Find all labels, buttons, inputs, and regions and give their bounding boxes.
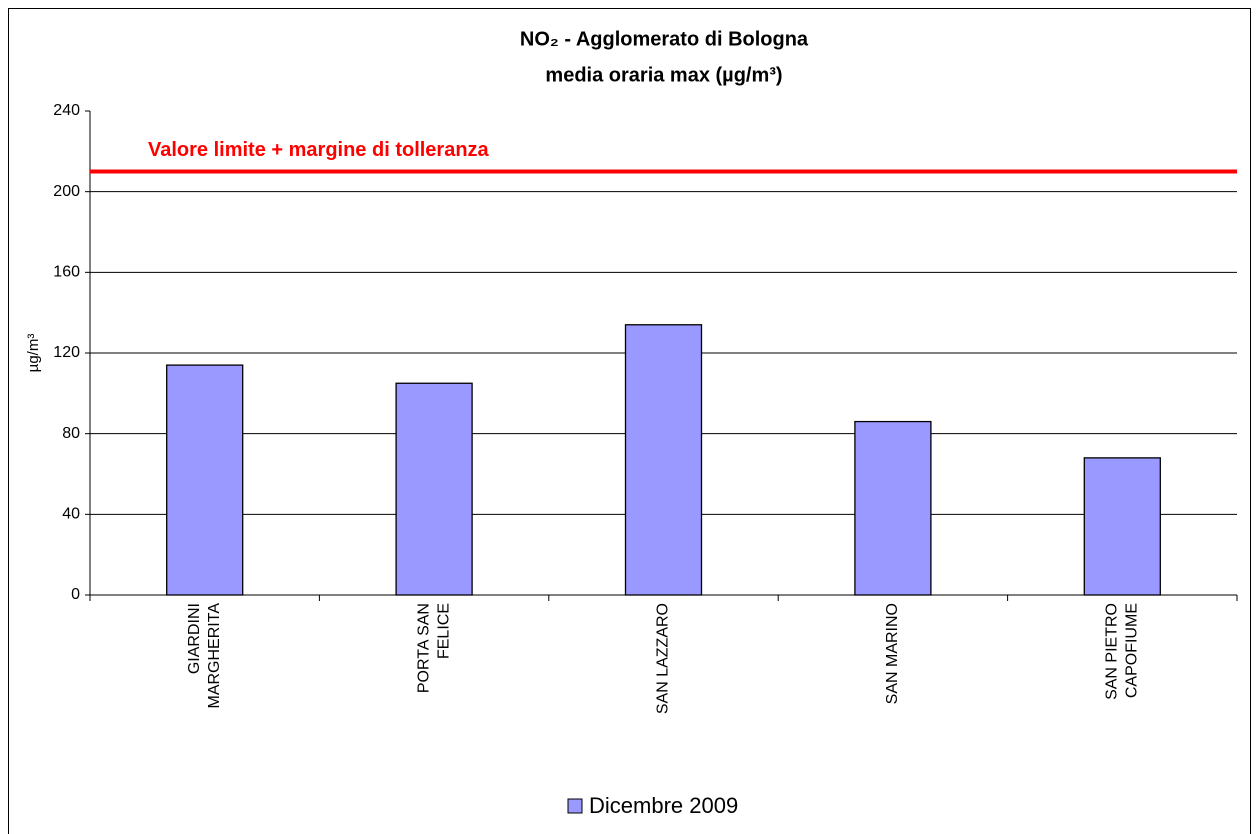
x-tick-label: SAN MARINO bbox=[884, 603, 901, 704]
x-tick-label: CAPOFIUME bbox=[1124, 603, 1141, 698]
reference-label: Valore limite + margine di tolleranza bbox=[148, 139, 490, 161]
bar bbox=[624, 324, 703, 596]
x-tick-label: MARGHERITA bbox=[206, 603, 223, 709]
y-axis-label: µg/m³ bbox=[25, 334, 42, 373]
bar bbox=[395, 382, 473, 596]
y-tick-label: 160 bbox=[53, 264, 80, 281]
legend-swatch bbox=[567, 798, 583, 814]
chart-subtitle: media oraria max (µg/m³) bbox=[545, 64, 782, 86]
y-tick-label: 240 bbox=[53, 102, 80, 119]
y-tick-label: 200 bbox=[53, 183, 80, 200]
bar bbox=[166, 364, 244, 596]
x-tick-label: PORTA SAN bbox=[415, 603, 432, 693]
chart-title: NO₂ - Agglomerato di Bologna bbox=[520, 28, 809, 50]
bar bbox=[854, 420, 932, 596]
y-tick-label: 40 bbox=[62, 506, 80, 523]
y-tick-label: 80 bbox=[62, 425, 80, 442]
x-tick-label: SAN PIETRO bbox=[1104, 603, 1121, 700]
x-tick-label: SAN LAZZARO bbox=[655, 603, 672, 714]
y-tick-label: 0 bbox=[71, 586, 80, 603]
bar bbox=[1083, 457, 1161, 596]
x-tick-label: FELICE bbox=[435, 603, 452, 659]
x-tick-label: GIARDINI bbox=[186, 603, 203, 674]
legend-label: Dicembre 2009 bbox=[589, 793, 738, 818]
y-tick-label: 120 bbox=[53, 344, 80, 361]
